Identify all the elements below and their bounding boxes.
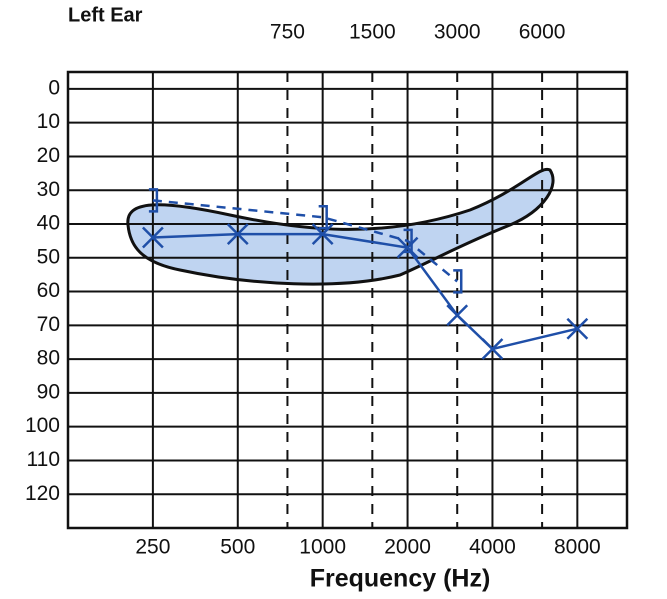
y-tick-label: 90	[37, 380, 60, 403]
y-tick-label: 70	[37, 313, 60, 336]
chart-title: Left Ear	[68, 4, 143, 26]
y-tick-label: 60	[37, 279, 60, 302]
x-tick-label: 500	[220, 536, 255, 559]
x-tick-label: 8000	[554, 536, 601, 559]
y-tick-label: 30	[37, 178, 60, 201]
x-tick-label: 4000	[469, 536, 516, 559]
y-tick-label: 80	[37, 347, 60, 370]
x-minor-tick-label: 1500	[349, 21, 396, 44]
audiogram: Left Ear Frequency (Hz) 0 10 20 30 40 50 60 70 8…	[0, 0, 667, 599]
y-tick-label: 20	[37, 144, 60, 167]
y-tick-label: 50	[37, 245, 60, 268]
x-minor-tick-label: 750	[270, 21, 305, 44]
y-tick-label: 0	[48, 76, 60, 99]
x-tick-label: 250	[135, 536, 170, 559]
y-tick-label: 100	[25, 414, 60, 437]
y-tick-label: 10	[37, 110, 60, 133]
x-tick-label: 2000	[384, 536, 431, 559]
speech-banana	[128, 169, 553, 284]
y-tick-label: 120	[25, 482, 60, 505]
y-tick-label: 40	[37, 212, 60, 235]
x-minor-tick-label: 6000	[519, 21, 566, 44]
y-tick-label: 110	[27, 448, 60, 471]
x-axis-label: Frequency (Hz)	[310, 565, 491, 593]
x-minor-tick-label: 3000	[434, 21, 481, 44]
x-tick-label: 1000	[299, 536, 346, 559]
